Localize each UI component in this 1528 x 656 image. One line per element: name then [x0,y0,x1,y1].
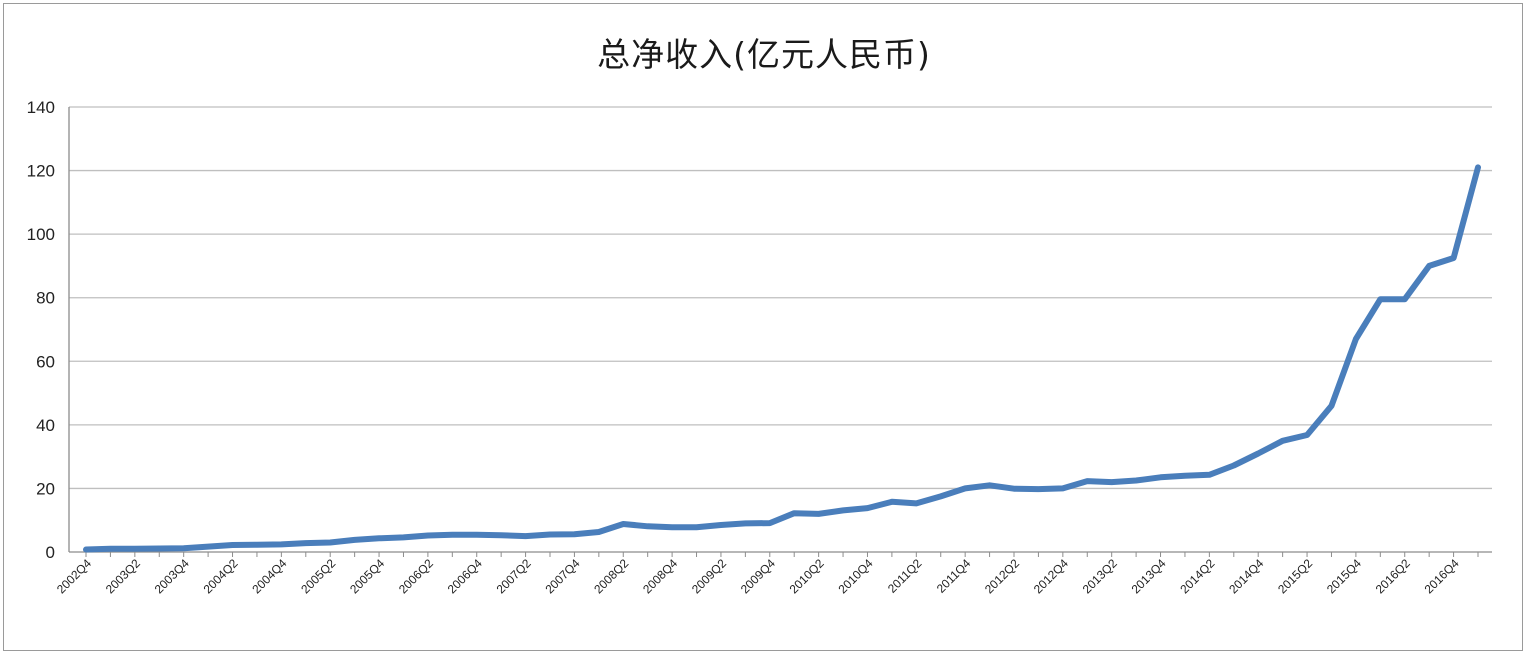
data-point [450,533,454,537]
data-point [231,543,235,547]
x-tick-label: 2002Q4 [54,556,94,596]
x-tick-label: 2011Q2 [885,556,925,596]
x-tick-label: 2010Q2 [787,556,827,596]
data-point [988,483,992,487]
data-point [841,508,845,512]
data-point [1232,464,1236,468]
data-point [572,532,576,536]
data-point [328,540,332,544]
data-point [768,521,772,525]
x-tick-label: 2013Q4 [1129,556,1169,596]
data-point [792,511,796,515]
data-point [1427,264,1431,268]
x-tick-label: 2007Q4 [542,556,582,596]
data-point [1012,487,1016,491]
x-tick-label: 2014Q2 [1177,556,1217,596]
x-tick-label: 2004Q2 [201,556,241,596]
x-tick-label: 2010Q4 [835,556,875,596]
data-point [890,500,894,504]
data-point [1134,478,1138,482]
x-tick-label: 2009Q4 [738,556,778,596]
data-point [304,541,308,545]
data-point [646,524,650,528]
data-point [133,547,137,551]
x-tick-label: 2012Q4 [1031,556,1071,596]
x-tick-label: 2012Q2 [982,556,1022,596]
data-point [206,545,210,549]
data-point [1183,474,1187,478]
data-point [279,542,283,546]
data-point [255,543,259,547]
x-tick-label: 2011Q4 [934,556,974,596]
data-point [1207,473,1211,477]
data-point [426,533,430,537]
data-point [353,538,357,542]
x-tick-label: 2003Q2 [103,556,143,596]
chart-title: 总净收入(亿元人民币) [597,35,931,74]
data-point [621,522,625,526]
x-tick-label: 2013Q2 [1080,556,1120,596]
data-point [157,547,161,551]
x-tick-label: 2007Q2 [494,556,534,596]
x-tick-label: 2003Q4 [152,556,192,596]
data-point [597,530,601,534]
data-point [1329,404,1333,408]
data-point [963,486,967,490]
data-point [1159,475,1163,479]
x-tick-label: 2016Q4 [1422,556,1462,596]
data-point [695,525,699,529]
data-point [475,533,479,537]
data-point [1110,480,1114,484]
data-point [108,547,112,551]
series-line [83,164,1481,553]
data-point [1085,479,1089,483]
data-point [499,533,503,537]
x-tick-label: 2008Q4 [640,556,680,596]
data-point [1378,297,1382,301]
x-tick-label: 2006Q2 [396,556,436,596]
data-point [182,546,186,550]
data-point [865,506,869,510]
x-tick-label: 2005Q4 [347,556,387,596]
y-tick-label: 100 [27,225,55,244]
x-tick-label: 2016Q2 [1373,556,1413,596]
data-point [1403,297,1407,301]
data-point [377,536,381,540]
data-point [1256,451,1260,455]
data-point [670,525,674,529]
y-tick-label: 60 [36,352,55,371]
data-point [817,512,821,516]
x-tick-label: 2014Q4 [1226,556,1266,596]
data-point [1476,165,1480,169]
data-point [1281,439,1285,443]
y-tick-label: 40 [36,416,55,435]
x-tick-label: 2009Q2 [689,556,729,596]
x-tick-label: 2004Q4 [249,556,289,596]
data-point [401,535,405,539]
x-tick-label: 2006Q4 [445,556,485,596]
x-tick-label: 2015Q4 [1324,556,1364,596]
x-tick-label: 2005Q2 [298,556,338,596]
x-tick-label: 2015Q2 [1275,556,1315,596]
data-point [1354,337,1358,341]
data-point [743,521,747,525]
y-tick-label: 20 [36,479,55,498]
data-point [1036,487,1040,491]
data-point [1061,486,1065,490]
y-tick-label: 0 [46,543,55,562]
y-tick-label: 140 [27,98,55,117]
data-point [524,534,528,538]
x-tick-label: 2008Q2 [591,556,631,596]
data-point [548,533,552,537]
data-point [914,501,918,505]
data-point [939,494,943,498]
y-tick-label: 80 [36,289,55,308]
data-point [84,547,88,551]
data-point [719,523,723,527]
y-tick-label: 120 [27,162,55,181]
data-point [1305,433,1309,437]
data-point [1452,256,1456,260]
